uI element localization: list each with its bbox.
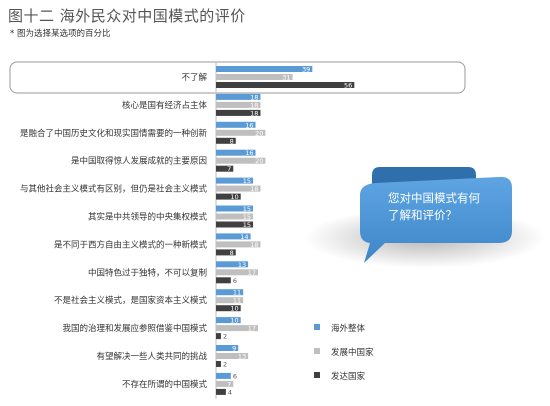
data-label: 15 [243, 213, 251, 221]
bar [216, 185, 261, 192]
bar [216, 149, 256, 156]
bar [216, 165, 234, 172]
legend-label: 发达国家 [331, 371, 366, 382]
chart-title: 图十二 海外民众对中国模式的评价 [8, 7, 246, 25]
legend-label: 海外整体 [331, 323, 366, 334]
bar [216, 361, 221, 367]
data-label: 10 [230, 305, 238, 313]
bar [216, 353, 249, 359]
callout-text: 了解和评价？ [388, 208, 457, 222]
data-label: 10 [230, 317, 238, 325]
data-label: 2 [223, 361, 227, 369]
data-label: 20 [255, 129, 263, 137]
category-label: 我国的治理和发展应参照借鉴中国模式 [62, 323, 207, 334]
data-label: 11 [233, 297, 241, 305]
category-label: 不是社会主义模式，是国家资本主义模式 [54, 295, 208, 306]
chart-subtitle: * 图为选择某选项的百分比 [10, 29, 111, 39]
data-label: 13 [238, 353, 246, 361]
data-label: 17 [248, 325, 256, 333]
bar [216, 233, 251, 240]
bar [216, 101, 261, 108]
bar [216, 109, 261, 116]
data-label: 14 [240, 233, 248, 241]
data-label: 56 [344, 82, 352, 90]
bar [216, 289, 244, 296]
data-label: 16 [245, 121, 253, 129]
bar [216, 380, 234, 387]
data-label: 4 [228, 388, 232, 396]
data-label: 31 [282, 74, 290, 82]
callout-bubble [360, 176, 512, 263]
data-label: 17 [248, 269, 256, 277]
data-label: 8 [230, 137, 234, 145]
bar [216, 325, 258, 332]
data-label: 7 [227, 165, 231, 173]
bar [216, 269, 258, 276]
bar [216, 221, 254, 228]
bar [216, 121, 256, 128]
legend-swatch [314, 324, 320, 330]
bar [216, 305, 241, 312]
bar [216, 93, 261, 100]
legend-swatch [314, 372, 320, 378]
data-label: 18 [250, 109, 258, 117]
bar [216, 317, 241, 324]
category-label: 与其他社会主义模式有区别，但仍是社会主义模式 [20, 184, 208, 195]
bar [216, 193, 241, 200]
legend-label: 发展中国家 [331, 347, 374, 358]
data-label: 2 [223, 333, 227, 341]
data-label: 39 [302, 66, 310, 74]
category-label: 是不同于西方自由主义模式的一种新模式 [54, 239, 208, 250]
bar [216, 241, 261, 248]
data-label: 18 [250, 93, 258, 101]
data-label: 15 [243, 205, 251, 213]
category-label: 核心是国有经济占主体 [122, 100, 208, 111]
data-label: 18 [250, 101, 258, 109]
callout-text: 您对中国模式有何 [388, 191, 480, 205]
data-label: 16 [245, 149, 253, 157]
data-label: 15 [243, 221, 251, 229]
category-label: 不存在所谓的中国模式 [122, 379, 208, 390]
bar [216, 277, 231, 284]
category-label: 是融合了中国历史文化和现实国情需要的一种创新 [20, 128, 208, 139]
bar [216, 137, 236, 144]
data-label: 8 [230, 249, 234, 257]
data-label: 13 [238, 261, 246, 269]
bar [216, 129, 266, 136]
data-label: 9 [232, 345, 236, 353]
bar [216, 66, 313, 72]
bar [216, 74, 293, 80]
bar [216, 157, 266, 164]
bar [216, 297, 244, 304]
bar [216, 213, 254, 220]
legend-swatch [314, 348, 320, 354]
bar [216, 333, 221, 340]
data-label: 18 [250, 241, 258, 249]
data-label: 7 [227, 380, 231, 388]
data-label: 11 [233, 289, 241, 297]
bar [216, 388, 226, 395]
category-label: 不了解 [181, 72, 207, 83]
data-label: 6 [233, 277, 237, 285]
category-label: 中国特色过于独特，不可以复制 [88, 267, 207, 278]
bar [216, 205, 254, 212]
bar [216, 177, 254, 184]
bar [216, 372, 231, 379]
category-label: 有望解决一些人类共同的挑战 [96, 351, 207, 362]
bar [216, 82, 355, 88]
category-label: 是中国取得惊人发展成就的主要原因 [71, 156, 207, 167]
data-label: 15 [243, 177, 251, 185]
data-label: 20 [255, 157, 263, 165]
bar [216, 249, 236, 256]
data-label: 6 [233, 372, 237, 380]
bar [216, 345, 239, 351]
bar [216, 261, 249, 268]
data-label: 10 [230, 193, 238, 201]
category-label: 其实是中共领导的中央集权模式 [88, 212, 208, 223]
data-label: 18 [250, 185, 258, 193]
